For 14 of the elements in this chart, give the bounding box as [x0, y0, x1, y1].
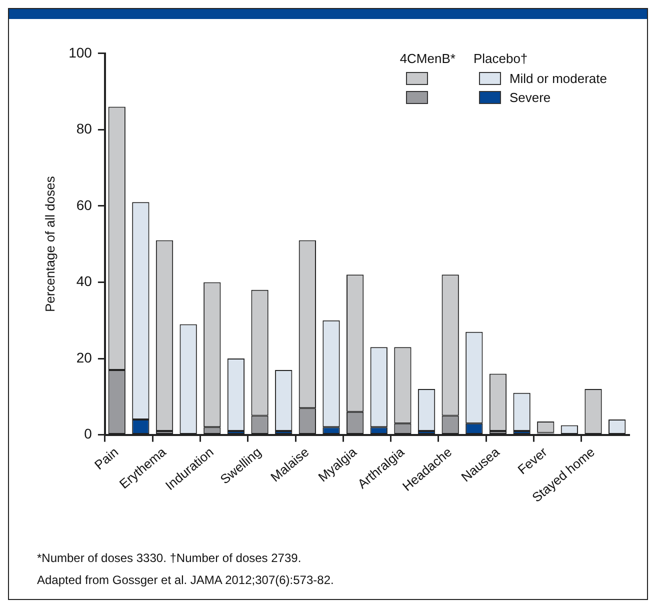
legend-label: Mild or moderate — [509, 70, 607, 86]
y-tick-label: 40 — [76, 273, 92, 290]
legend-label: Severe — [509, 90, 551, 104]
text: Placebo† — [473, 51, 528, 66]
y-tick-label: 0 — [84, 426, 92, 442]
y-tick-label: 80 — [76, 120, 92, 137]
text: *Number of doses 3330. †Number of doses 2739. — [37, 550, 302, 567]
x-tick-label: Pain — [92, 444, 122, 473]
y-tick-label: 20 — [76, 349, 92, 366]
y-axis-title: Percentage of all doses — [42, 176, 58, 312]
y-tick-label: 60 — [76, 196, 92, 213]
y-tick-label: 100 — [68, 44, 92, 60]
text: 4CMenB* — [400, 51, 456, 66]
text: Adapted from Gossger et al. JAMA 2012;307(6):573-82. — [37, 572, 334, 589]
